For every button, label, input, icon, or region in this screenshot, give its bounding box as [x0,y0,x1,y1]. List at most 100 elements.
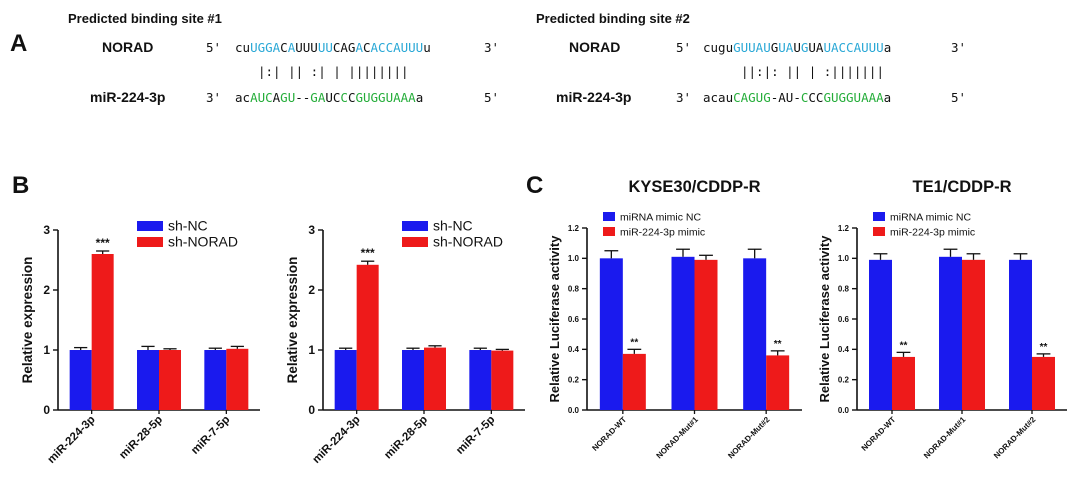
y-tick-label: 0.0 [568,406,580,415]
sequence-segment: UGGA [250,40,281,55]
y-tick-label: 0.0 [838,406,850,415]
legend-label: miR-224-3p mimic [620,227,705,239]
sequence-segment: -AU- [770,90,801,105]
bar-c1-s1-c0 [622,353,646,410]
bar-c1-s1-c1 [694,259,718,410]
legend-label: miRNA mimic NC [620,212,701,224]
site2-bottom-label: miR-224-3p [556,89,632,105]
site2-top-sequence: cuguGUUAUGUAUGUAUACCAUUUa [703,40,891,55]
x-tick-label: miR-224-3p [45,414,97,466]
site1-title: Predicted binding site #1 [68,11,222,26]
sequence-segment: u [423,40,431,55]
site1-bottom-label: miR-224-3p [90,89,166,105]
bar-c2-s0-c1 [939,256,962,410]
bar-c1-s0-c1 [671,256,695,410]
bar-c1-s0-c2 [743,258,767,410]
chart-b2: 0 1 2 3 Relative expression miR-224-3p miR-28-… [285,218,525,466]
x-tick-label: miR-7-5p [189,414,232,457]
significance-marker: ** [1040,342,1048,353]
y-tick-label: 1.0 [838,254,850,263]
y-tick-label: 2 [43,283,50,297]
bar-b1-s0-c2 [204,350,227,410]
bar-c2-s1-c2 [1032,356,1055,410]
sequence-segment: A [287,40,296,55]
bar-b1-s0-c1 [137,350,159,410]
legend-label: sh-NORAD [433,234,503,250]
y-tick-label: 3 [308,223,315,237]
sequence-segment: UC [325,90,341,105]
sequence-segment: ACCAUUU [370,40,424,55]
y-tick-label: 0.4 [838,345,850,354]
x-tick-label: NORAD-Mut#2 [726,415,772,461]
site1-bottom-prime5: 5' [484,90,500,105]
bar-c2-s0-c0 [869,259,892,410]
y-tick-label: 1.2 [838,224,850,233]
chart-title: TE1/CDDP-R [912,178,1011,196]
legend-swatch [603,212,615,221]
chart-title: KYSE30/CDDP-R [628,178,760,196]
site2-bottom-sequence: acauCAGUG-AU-CCCGUGGUAAAa [703,90,891,105]
bar-b2-s0-c1 [402,350,424,410]
sequence-segment: C [800,90,809,105]
bar-b2-s1-c0 [356,264,379,410]
sequence-segment: CAG [332,40,356,55]
sequence-segment: CAGUG [733,90,771,105]
y-tick-label: 0.6 [568,315,580,324]
bar-b1-s1-c2 [226,348,249,410]
sequence-segment: A [272,90,281,105]
legend-label: sh-NC [433,218,473,234]
sequence-segment: UA [778,40,794,55]
x-tick-label: miR-7-5p [454,414,497,457]
y-tick-label: 2 [308,283,315,297]
significance-marker: ** [774,339,782,350]
y-axis-label: Relative expression [20,257,35,384]
sequence-segment: UACCAUUU [823,40,884,55]
site2-top-prime5: 5' [676,40,692,55]
chart-b1: 0 1 2 3 Relative expression miR-224-3p miR-28-… [20,218,260,466]
sequence-segment: AUC [250,90,273,105]
sequence-segment: cu [235,40,251,55]
sequence-segment: U [793,40,801,55]
chart-c1: KYSE30/CDDP-R 0.0 0.2 0.4 0.6 0.8 1.0 1.2 Relati… [547,178,802,461]
site1-bottom-sequence: acAUCAGU--GAUCCCGUGGUAAAa [235,90,423,105]
panel-letter-c: C [526,172,544,199]
bar-b1-s1-c1 [159,350,181,410]
bar-c2-s1-c0 [892,356,915,410]
y-tick-label: 1 [308,343,315,357]
significance-marker: ** [630,337,638,348]
site1-top-label: NORAD [102,39,154,55]
sequence-segment: GUGGUAAA [823,90,884,105]
y-axis-label: Relative Luciferase activity [547,235,562,403]
bar-b1-s0-c0 [69,350,92,410]
sequence-segment: UUU [295,40,318,55]
x-tick-label: NORAD-Mut#2 [992,415,1038,461]
bar-b1-s1-c0 [91,254,114,410]
bar-b2-s1-c1 [424,347,446,410]
site2-bottom-prime3: 3' [676,90,692,105]
sequence-segment: C [280,40,288,55]
panel-letter-a: A [10,30,28,57]
sequence-segment: GUUAU [733,40,771,55]
x-tick-label: NORAD-Mut#1 [922,415,968,461]
legend-swatch [873,227,885,236]
sequence-segment: UA [808,40,824,55]
sequence-segment: cugu [703,40,734,55]
x-tick-label: miR-28-5p [117,414,165,462]
x-tick-label: NORAD-WT [590,415,628,453]
significance-marker: ** [900,340,908,351]
site1-top-sequence: cuUGGACAUUUUUCAGACACCAUUUu [235,40,431,55]
x-tick-label: NORAD-WT [860,415,898,453]
legend-swatch [402,221,428,231]
site1-pairing: |:| || :| | |||||||| [258,64,409,79]
y-tick-label: 0.6 [838,315,850,324]
legend-swatch [137,237,163,247]
y-tick-label: 0 [43,403,50,417]
legend-swatch [402,237,428,247]
bar-c2-s0-c2 [1009,259,1032,410]
chart-c2: TE1/CDDP-R 0.0 0.2 0.4 0.6 0.8 1.0 1.2 Relative … [817,178,1067,461]
bar-c2-s1-c1 [962,259,985,410]
y-tick-label: 1 [43,343,50,357]
sequence-segment: GUGGUAAA [355,90,416,105]
site1-top-prime3: 3' [484,40,500,55]
y-axis-label: Relative Luciferase activity [817,235,832,403]
